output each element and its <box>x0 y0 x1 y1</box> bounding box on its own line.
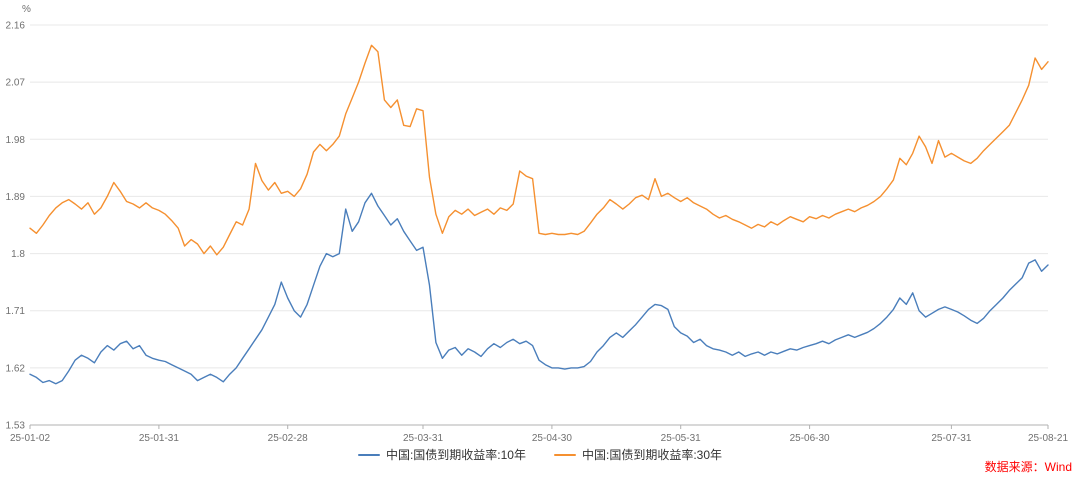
plot-area: 1.53 1.62 1.71 1.8 1.89 1.98 2.07 2.16 25-01-02 2… <box>6 21 1069 445</box>
y-tick-label: 1.98 <box>6 135 26 146</box>
data-source: 数据来源：Wind <box>984 460 1072 474</box>
y-tick-label: 2.16 <box>6 21 26 32</box>
y-tick-label: 2.07 <box>6 78 26 89</box>
y-axis-unit-label: % <box>22 4 31 15</box>
legend-item-30y[interactable]: 中国:国债到期收益率:30年 <box>554 446 722 463</box>
x-tick-label: 25-04-30 <box>532 433 572 444</box>
legend: 中国:国债到期收益率:10年 中国:国债到期收益率:30年 <box>0 446 1080 463</box>
y-tick-label: 1.62 <box>6 363 26 374</box>
y-tick-label: 1.71 <box>6 306 26 317</box>
y-tick-label: 1.8 <box>11 249 25 260</box>
legend-line-swatch-30y <box>554 453 576 456</box>
x-tick-label: 25-05-31 <box>661 433 701 444</box>
x-tick-label: 25-01-02 <box>10 433 50 444</box>
series-line-1 <box>29 44 1049 256</box>
legend-label-30y: 中国:国债到期收益率:30年 <box>582 448 723 462</box>
legend-item-10y[interactable]: 中国:国债到期收益率:10年 <box>357 446 526 463</box>
y-tick-label: 1.89 <box>6 192 26 203</box>
x-tick-label: 25-03-31 <box>403 433 443 444</box>
series-line-0 <box>29 192 1049 385</box>
x-tick-label: 25-02-28 <box>268 433 308 444</box>
y-tick-label: 1.53 <box>6 421 26 432</box>
x-tick-label: 25-08-21 <box>1028 433 1068 444</box>
legend-line-swatch-10y <box>357 453 380 456</box>
x-tick-label: 25-06-30 <box>790 433 830 444</box>
x-tick-label: 25-07-31 <box>931 433 971 444</box>
x-tick-label: 25-01-31 <box>139 433 179 444</box>
legend-label-10y: 中国:国债到期收益率:10年 <box>385 448 526 462</box>
